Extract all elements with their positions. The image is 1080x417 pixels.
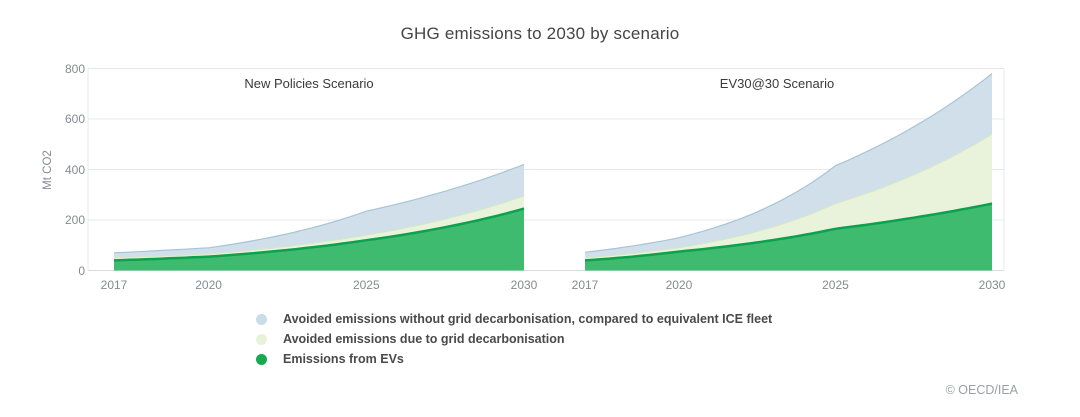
x-axis-tick: 2020 — [665, 278, 693, 292]
chart-title: GHG emissions to 2030 by scenario — [400, 24, 680, 43]
x-axis-tick: 2030 — [978, 278, 1006, 292]
panel-label-new-policies: New Policies Scenario — [244, 76, 374, 91]
legend-swatch-icon — [256, 313, 267, 325]
x-axis-tick: 2017 — [571, 278, 599, 292]
y-axis-tick: 0 — [78, 263, 85, 278]
legend: Avoided emissions without grid decarboni… — [256, 309, 772, 369]
y-axis-tick: 400 — [64, 162, 85, 177]
legend-item-avoided-no-grid[interactable]: Avoided emissions without grid decarboni… — [256, 309, 772, 329]
x-axis-tick: 2025 — [352, 278, 380, 292]
x-axis-tick: 2020 — [195, 278, 222, 292]
legend-item-label: Emissions from EVs — [283, 352, 404, 366]
panel-label-ev30: EV30@30 Scenario — [719, 76, 835, 91]
legend-item-avoided-grid[interactable]: Avoided emissions due to grid decarbonis… — [256, 329, 772, 349]
legend-item-label: Avoided emissions without grid decarboni… — [283, 312, 773, 326]
legend-item-label: Avoided emissions due to grid decarbonis… — [283, 332, 565, 346]
x-axis-tick: 2017 — [100, 278, 128, 292]
legend-swatch-icon — [256, 353, 267, 365]
x-axis-tick: 2025 — [822, 278, 849, 292]
y-axis-tick: 600 — [64, 112, 85, 126]
legend-swatch-icon — [256, 333, 267, 345]
legend-item-ev-emissions[interactable]: Emissions from EVs — [256, 349, 772, 369]
x-axis-tick: 2030 — [510, 278, 538, 292]
y-axis-tick: 200 — [64, 213, 85, 227]
copyright-notice: © OECD/IEA — [945, 383, 1018, 397]
y-axis-tick: 800 — [64, 61, 85, 76]
